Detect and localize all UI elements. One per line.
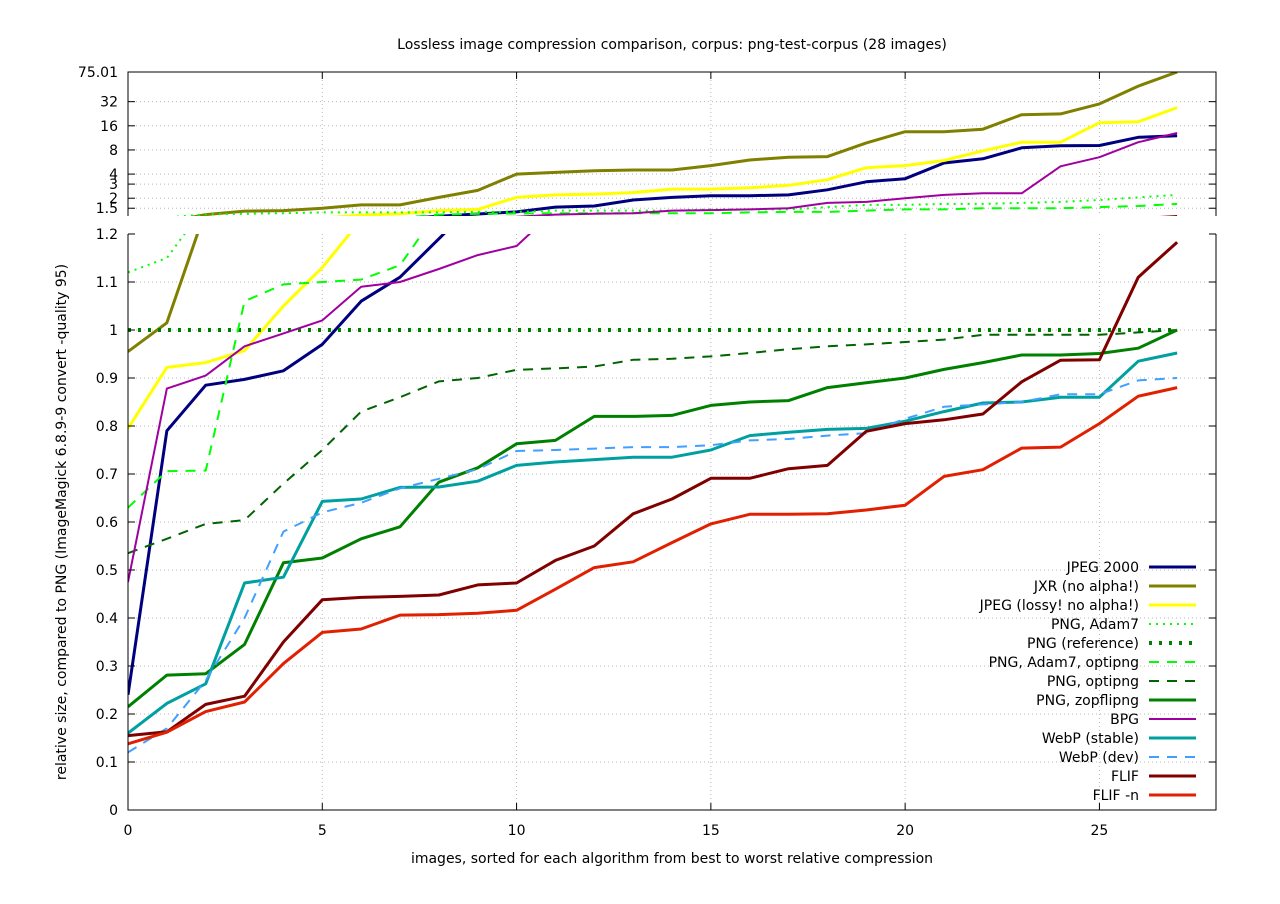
- legend-item-png-adam7-optipng: PNG, Adam7, optipng: [989, 655, 1196, 671]
- series-line-jpeg-2000: [128, 234, 446, 696]
- legend-label: WebP (stable): [1042, 731, 1139, 747]
- x-tick-label: 15: [702, 823, 720, 839]
- y-tick-label: 1.5: [96, 201, 118, 217]
- series-line-jpeg-lossy-no-alpha: [128, 234, 352, 430]
- series-jxr-no-alpha: [128, 72, 1178, 353]
- series-webp-dev: [128, 377, 1178, 754]
- legend-item-png-zopflipng: PNG, zopflipng: [1036, 693, 1196, 709]
- legend-label: JPEG (lossy! no alpha!): [979, 598, 1139, 614]
- y-tick-label: 1.2: [96, 227, 118, 243]
- series-png-adam7: [128, 193, 1178, 274]
- y-tick-label: 0.1: [96, 755, 118, 771]
- y-tick-label: 3: [109, 177, 118, 193]
- series-jpeg-2000: [128, 134, 1178, 696]
- legend-label: FLIF: [1111, 769, 1139, 785]
- legend-label: PNG, Adam7: [1051, 617, 1139, 633]
- legend-label: WebP (dev): [1059, 750, 1139, 766]
- series-png-zopflipng: [128, 328, 1178, 708]
- grid-layer: [128, 72, 1216, 810]
- legend-label: PNG, optipng: [1047, 674, 1139, 690]
- y-tick-label: 0.8: [96, 419, 118, 435]
- legend-label: PNG, zopflipng: [1036, 693, 1139, 709]
- legend-label: JPEG 2000: [1066, 560, 1139, 576]
- legend-item-flif: FLIF: [1111, 769, 1196, 785]
- y-tick-label: 1: [109, 323, 118, 339]
- y-tick-label: 4: [109, 167, 118, 183]
- legend-label: BPG: [1110, 712, 1139, 728]
- series-jpeg-lossy-no-alpha: [128, 106, 1178, 430]
- legend-item-flif-n: FLIF -n: [1093, 788, 1196, 804]
- series-flif-n: [128, 386, 1178, 746]
- y-tick-label: 0.6: [96, 515, 118, 531]
- legend: JPEG 2000 JXR (no alpha!) JPEG (lossy! no …: [979, 560, 1196, 804]
- y-tick-label: 1.1: [96, 275, 118, 291]
- y-tick-label: 75.01: [78, 65, 118, 81]
- series-flif: [128, 215, 1179, 738]
- y-tick-label: 0: [109, 803, 118, 819]
- y-axis-label: relative size, compared to PNG (ImageMag…: [54, 264, 70, 780]
- series-line-png-adam7-upper: [172, 193, 1178, 216]
- y-tick-label: 16: [100, 119, 118, 135]
- legend-item-jpeg-2000: JPEG 2000: [1066, 560, 1196, 576]
- series-line-jpeg-lossy-no-alpha-upper: [329, 106, 1178, 216]
- series-line-png-adam7-optipng-upper: [410, 202, 1178, 216]
- y-tick-label: 2: [109, 191, 118, 207]
- y-tick-label: 0.7: [96, 467, 118, 483]
- legend-item-webp-dev: WebP (dev): [1059, 750, 1196, 766]
- x-tick-label: 25: [1091, 823, 1109, 839]
- x-tick-label: 10: [508, 823, 526, 839]
- series-line-bpg: [128, 234, 531, 583]
- legend-item-png-reference: PNG (reference): [1027, 636, 1196, 652]
- y-tick-label: 0.4: [96, 611, 118, 627]
- series-line-flif: [128, 241, 1179, 738]
- y-tick-label: 8: [109, 143, 118, 159]
- series-layer: [128, 72, 1179, 754]
- series-line-png-zopflipng: [128, 328, 1178, 708]
- y-tick-label: 0.9: [96, 371, 118, 387]
- series-png-adam7-optipng: [128, 202, 1178, 509]
- x-tick-label: 20: [896, 823, 914, 839]
- series-line-jxr-no-alpha-upper: [189, 72, 1178, 216]
- legend-label: PNG (reference): [1027, 636, 1139, 652]
- legend-label: JXR (no alpha!): [1033, 579, 1139, 595]
- y-tick-label: 0.5: [96, 563, 118, 579]
- series-png-optipng: [128, 329, 1178, 555]
- upper-panel-frame: [127, 71, 1217, 216]
- series-line-webp-dev: [128, 377, 1178, 754]
- series-bpg: [128, 132, 1178, 583]
- series-line-jpeg-2000-upper: [419, 134, 1178, 216]
- legend-item-png-optipng: PNG, optipng: [1047, 674, 1196, 690]
- legend-item-webp-stable: WebP (stable): [1042, 731, 1196, 747]
- x-tick-label: 0: [124, 823, 133, 839]
- y-tick-label: 0.3: [96, 659, 118, 675]
- y-tick-label: 32: [100, 95, 118, 111]
- x-tick-label: 5: [318, 823, 327, 839]
- tick-layer: 00.10.20.30.40.50.60.70.80.911.11.21.523…: [78, 65, 1216, 839]
- legend-item-jpeg-lossy-no-alpha: JPEG (lossy! no alpha!): [979, 598, 1196, 614]
- legend-label: FLIF -n: [1093, 788, 1139, 804]
- series-line-flif-n: [128, 386, 1178, 746]
- legend-item-bpg: BPG: [1110, 712, 1196, 728]
- legend-label: PNG, Adam7, optipng: [989, 655, 1139, 671]
- series-line-png-optipng: [128, 329, 1178, 555]
- chart-title: Lossless image compression comparison, c…: [397, 37, 947, 53]
- y-tick-label: 0.2: [96, 707, 118, 723]
- series-line-png-adam7-optipng: [128, 234, 424, 509]
- x-axis-label: images, sorted for each algorithm from b…: [411, 851, 933, 867]
- legend-item-jxr-no-alpha: JXR (no alpha!): [1033, 579, 1196, 595]
- series-line-bpg-upper: [497, 132, 1178, 216]
- legend-item-png-adam7: PNG, Adam7: [1051, 617, 1196, 633]
